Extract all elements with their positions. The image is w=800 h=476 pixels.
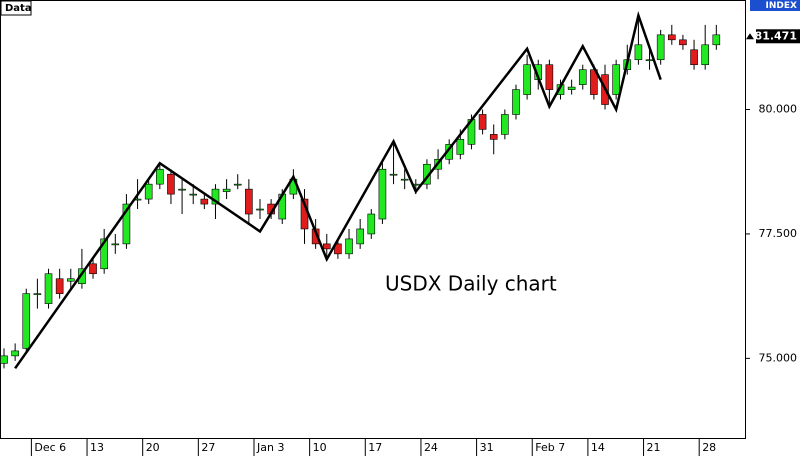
last-price-arrow — [746, 33, 754, 40]
candle-body — [523, 64, 531, 95]
candle-body — [512, 89, 520, 115]
candle-body — [634, 44, 643, 61]
candle-body — [679, 39, 687, 46]
candle-body — [189, 193, 198, 196]
x-tick-label: 27 — [201, 441, 215, 454]
candle-body — [567, 86, 576, 90]
candle-body — [367, 213, 376, 235]
symbol: INDEX — [766, 1, 797, 11]
candle-body — [356, 228, 364, 245]
candle-body — [656, 34, 665, 61]
x-tick-label: 28 — [702, 441, 716, 454]
candle-body — [156, 168, 164, 185]
x-tick-label: 21 — [647, 441, 661, 454]
candle-body — [612, 64, 620, 95]
x-tick-label: 31 — [480, 441, 494, 454]
candle-body — [501, 114, 509, 135]
candle-body — [211, 188, 220, 205]
candle-body — [178, 188, 186, 191]
candle-body — [11, 350, 19, 357]
candle-body — [400, 178, 409, 181]
candle-body — [200, 198, 209, 205]
candle-body — [334, 243, 342, 255]
panel-label-box — [0, 0, 32, 16]
x-tick-label: 10 — [313, 441, 327, 454]
candle-body — [89, 263, 97, 275]
x-tick-label: Feb 7 — [535, 441, 565, 454]
candle-body — [233, 183, 242, 186]
candle-body — [489, 134, 498, 140]
last-price-label: 81.471 — [755, 29, 797, 42]
x-tick-label: 24 — [424, 441, 438, 454]
candle-body — [22, 293, 31, 349]
candle-body — [712, 34, 721, 46]
panel-label: Data — [5, 3, 32, 14]
last-price-box — [756, 29, 800, 44]
candle-body — [545, 64, 554, 90]
candle-body — [256, 208, 264, 211]
candle-body — [345, 238, 353, 255]
candle-body — [322, 243, 331, 250]
candle-body — [378, 168, 387, 220]
candle-body — [44, 273, 53, 304]
candle-body — [690, 49, 698, 66]
candle-body — [78, 268, 86, 285]
candle-body — [245, 188, 253, 215]
candle-body — [144, 183, 153, 200]
candle-body — [167, 173, 175, 195]
x-tick-label: Dec 6 — [34, 441, 66, 454]
x-tick-label: 17 — [368, 441, 382, 454]
symbol-box — [750, 0, 800, 11]
candle-body — [222, 188, 231, 192]
candle-body — [456, 139, 465, 155]
y-tick-label: 75.000 — [759, 351, 798, 364]
x-tick-label: Jan 3 — [256, 441, 284, 454]
candle-body — [33, 293, 42, 295]
y-tick-label: 77.500 — [759, 227, 798, 240]
x-tick-label: 20 — [146, 441, 160, 454]
annotation: USDX Daily chart — [385, 272, 557, 296]
candle-body — [111, 243, 120, 246]
candle-body — [667, 34, 676, 41]
candle-body — [701, 44, 709, 66]
candle-body — [389, 173, 398, 176]
candle-body — [478, 114, 487, 130]
y-tick-label: 80.000 — [759, 103, 798, 116]
candle-body — [55, 278, 64, 294]
candle-body — [122, 203, 131, 245]
candle-body — [645, 59, 654, 62]
candle-body — [100, 238, 108, 270]
candle-body — [66, 278, 75, 282]
candle-body — [0, 355, 8, 364]
candle-body — [578, 69, 587, 85]
x-tick-label: 13 — [90, 441, 104, 454]
x-tick-label: 14 — [591, 441, 605, 454]
zigzag-line — [14, 10, 662, 370]
